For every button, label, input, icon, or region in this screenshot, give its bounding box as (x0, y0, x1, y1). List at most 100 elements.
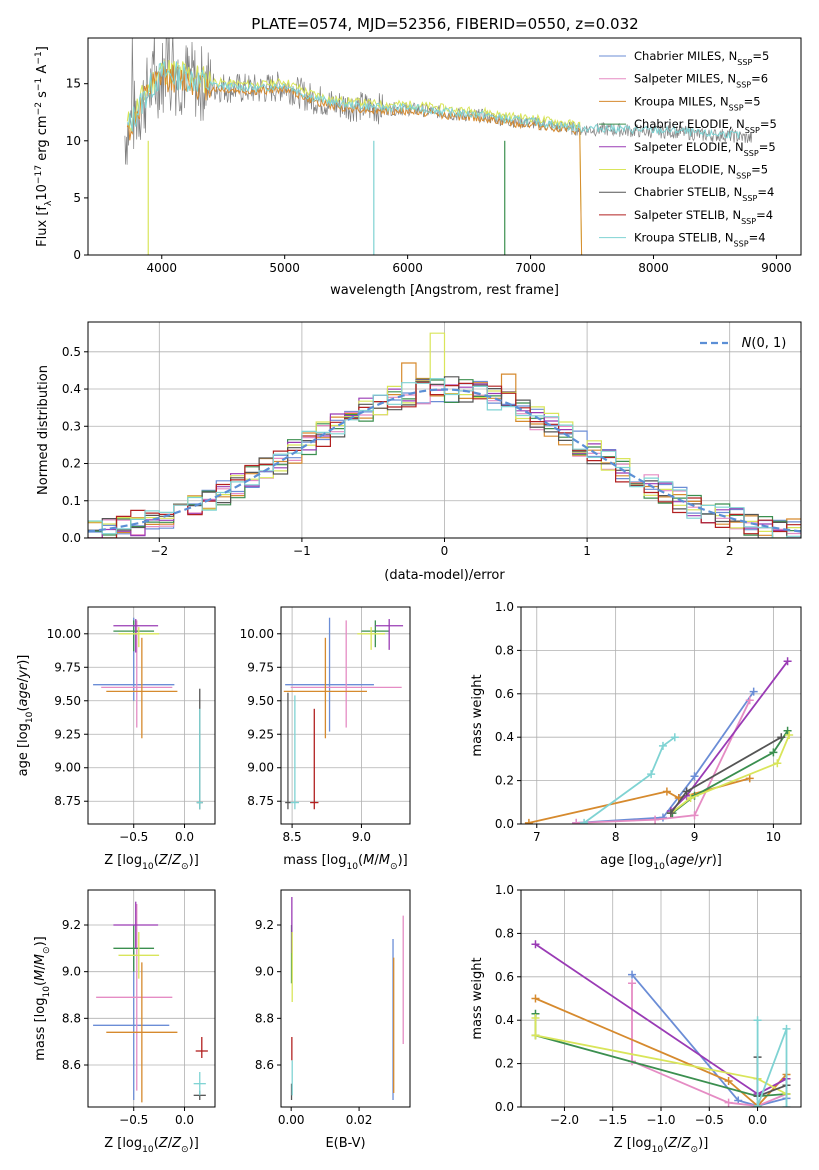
tick-label-y: 0.2 (495, 774, 514, 788)
x-axis-label: (data-model)/error (384, 568, 505, 583)
tick-label-y: 0.0 (495, 1100, 514, 1114)
axes-massweight_vs_age: 7 8 9 10 0.0 0.2 0.4 0.6 0.8 1.0 age [log10(age/yr… (470, 600, 802, 872)
y-axis-label: mass weight (470, 674, 485, 756)
tick-label-y: 1.0 (495, 883, 514, 897)
weight-line (670, 660, 789, 812)
tick-label-x: 7000 (515, 261, 546, 275)
weight-line (670, 734, 791, 814)
tick-label-x: 9000 (761, 261, 792, 275)
tick-label-x: 0.00 (278, 1113, 305, 1127)
x-axis-label: E(B-V) (325, 1136, 365, 1151)
tick-label-y: 9.50 (54, 694, 81, 708)
weight-marker (753, 1016, 762, 1025)
tick-label-y: 9.75 (54, 660, 81, 674)
weight-marker (572, 818, 581, 824)
x-axis-label: age [log10(age/yr)] (600, 853, 722, 872)
plot-area (531, 940, 791, 1107)
tick-label-x: 8.5 (283, 830, 302, 844)
y-axis-label: age [log10(age/yr)] (16, 655, 35, 777)
legend-label: Salpeter STELIB, NSSP=4 (634, 208, 773, 226)
legend-label: Salpeter ELODIE, NSSP=5 (634, 140, 776, 158)
model-fit-line (126, 60, 583, 255)
weight-marker (531, 1014, 540, 1023)
weight-marker (628, 970, 637, 979)
weight-line (631, 974, 787, 1107)
tick-label-x: 9.0 (352, 830, 371, 844)
weight-marker (769, 748, 778, 757)
weight-line (576, 699, 751, 824)
tick-label-x: 4000 (146, 261, 177, 275)
tick-label-y: 9.0 (255, 965, 274, 979)
tick-label-y: 9.0 (62, 965, 81, 979)
tick-label-y: 0.6 (495, 687, 514, 701)
weight-marker (783, 657, 792, 666)
plot-area (524, 657, 794, 824)
tick-label-y: 1.0 (495, 600, 514, 614)
legend-label: N(0, 1) (742, 336, 787, 351)
weight-line (528, 777, 750, 824)
tick-label-y: 8.8 (255, 1011, 274, 1025)
tick-label-x: 0.0 (748, 1113, 767, 1127)
tick-label-y: 0.1 (62, 494, 81, 508)
weight-marker (531, 1031, 540, 1040)
tick-label-y: 9.00 (54, 761, 81, 775)
tick-label-y: 0.2 (62, 457, 81, 471)
tick-label-x: −1.5 (598, 1113, 627, 1127)
axes-age_vs_Z: −0.5 0.0 8.75 9.00 9.25 9.50 9.75 10.00 Z [log10… (16, 606, 216, 872)
weight-marker (783, 726, 792, 735)
y-axis-label: mass weight (470, 957, 485, 1039)
x-axis-label: wavelength [Angstrom, rest frame] (330, 283, 559, 298)
plot-area (93, 617, 203, 810)
weight-marker (658, 813, 667, 822)
axes-frame (520, 606, 802, 825)
tick-label-y: 0.4 (495, 730, 514, 744)
axes-mass_vs_ebv: 0.00 0.02 8.6 8.8 9.0 9.2 E(B-V) (255, 889, 411, 1151)
tick-label-x: −0.5 (119, 830, 148, 844)
weight-marker (745, 774, 754, 783)
tick-label-y: 9.00 (247, 761, 274, 775)
legend-label: Kroupa MILES, NSSP=5 (634, 94, 761, 112)
axes-spectrum: 4000 5000 6000 7000 8000 9000 0 5 10 15 wavelength… (34, 37, 802, 298)
tick-label-y: 9.2 (255, 918, 274, 932)
legend-label: Chabrier STELIB, NSSP=4 (634, 185, 774, 203)
tick-label-x: 0.02 (346, 1113, 373, 1127)
tick-label-y: 9.2 (62, 918, 81, 932)
tick-label-y: 0.4 (495, 1013, 514, 1027)
weight-marker (531, 994, 540, 1003)
tick-label-x: 8000 (638, 261, 669, 275)
tick-label-x: 1 (583, 544, 591, 558)
plot-area (283, 617, 404, 810)
axes-frame (280, 606, 411, 825)
tick-label-x: −1.0 (646, 1113, 675, 1127)
weight-line (756, 1057, 787, 1098)
weight-marker (782, 1103, 791, 1107)
weight-marker (647, 770, 656, 779)
tick-label-y: 5 (73, 191, 81, 205)
tick-label-x: 0.0 (175, 830, 194, 844)
weight-line (576, 691, 755, 824)
model-fit-line (126, 61, 740, 139)
tick-label-x: 7 (533, 830, 541, 844)
tick-label-x: −1 (293, 544, 311, 558)
weight-marker (670, 733, 679, 742)
tick-label-y: 8.6 (62, 1058, 81, 1072)
tick-label-y: 15 (66, 77, 81, 91)
tick-label-y: 8.6 (255, 1058, 274, 1072)
tick-label-x: 9 (691, 830, 699, 844)
tick-label-y: 0.5 (62, 345, 81, 359)
weight-marker (524, 818, 533, 824)
tick-label-y: 8.75 (247, 794, 274, 808)
weight-marker (686, 793, 695, 802)
tick-label-x: 0 (441, 544, 449, 558)
weight-line (756, 1020, 788, 1107)
tick-label-x: −0.5 (119, 1113, 148, 1127)
x-axis-label: mass [log10(M/M⊙)] (283, 853, 407, 872)
tick-label-x: 0.0 (175, 1113, 194, 1127)
tick-label-x: 10 (766, 830, 781, 844)
tick-label-y: 9.25 (54, 727, 81, 741)
y-axis-label: Flux [fλ10−17 erg cm−2 s−1 A−1] (34, 46, 54, 247)
weight-marker (531, 940, 540, 949)
weight-marker (628, 979, 637, 988)
weight-marker (651, 815, 660, 824)
plot-area (290, 897, 404, 1100)
